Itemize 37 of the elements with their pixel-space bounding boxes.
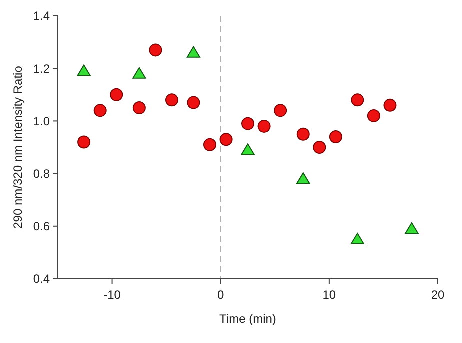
point [384,98,397,112]
point [132,67,146,79]
point [296,172,310,184]
x-tick-label: 20 [431,288,445,302]
x-tick-label: -10 [104,288,122,302]
point [132,102,146,115]
point [166,94,178,107]
point [242,117,254,130]
point [204,138,216,152]
point [78,136,91,149]
x-axis-title: Time (min) [220,312,276,326]
y-axis-title: 290 nm/320 nm Intensity Ratio [11,66,25,229]
point [405,222,419,234]
point [258,120,271,133]
point [149,44,162,57]
point [350,233,364,245]
point [220,133,233,146]
point [351,94,364,107]
point [296,128,310,141]
x-tick-label: 10 [322,288,336,302]
point [186,46,201,58]
y-tick-label: 1.2 [33,62,50,76]
point [110,88,124,102]
y-tick-label: 1.0 [33,114,50,128]
point [187,96,200,110]
point [313,141,326,154]
point [367,109,380,122]
x-tick-label: 0 [218,288,225,302]
point [329,130,342,144]
y-tick-label: 0.4 [33,272,50,286]
point [241,144,255,156]
point [77,64,91,76]
point [274,104,288,118]
y-tick-label: 0.6 [33,220,50,234]
point [94,104,107,118]
y-tick-label: 1.4 [33,9,50,24]
y-tick-label: 0.8 [33,167,50,181]
